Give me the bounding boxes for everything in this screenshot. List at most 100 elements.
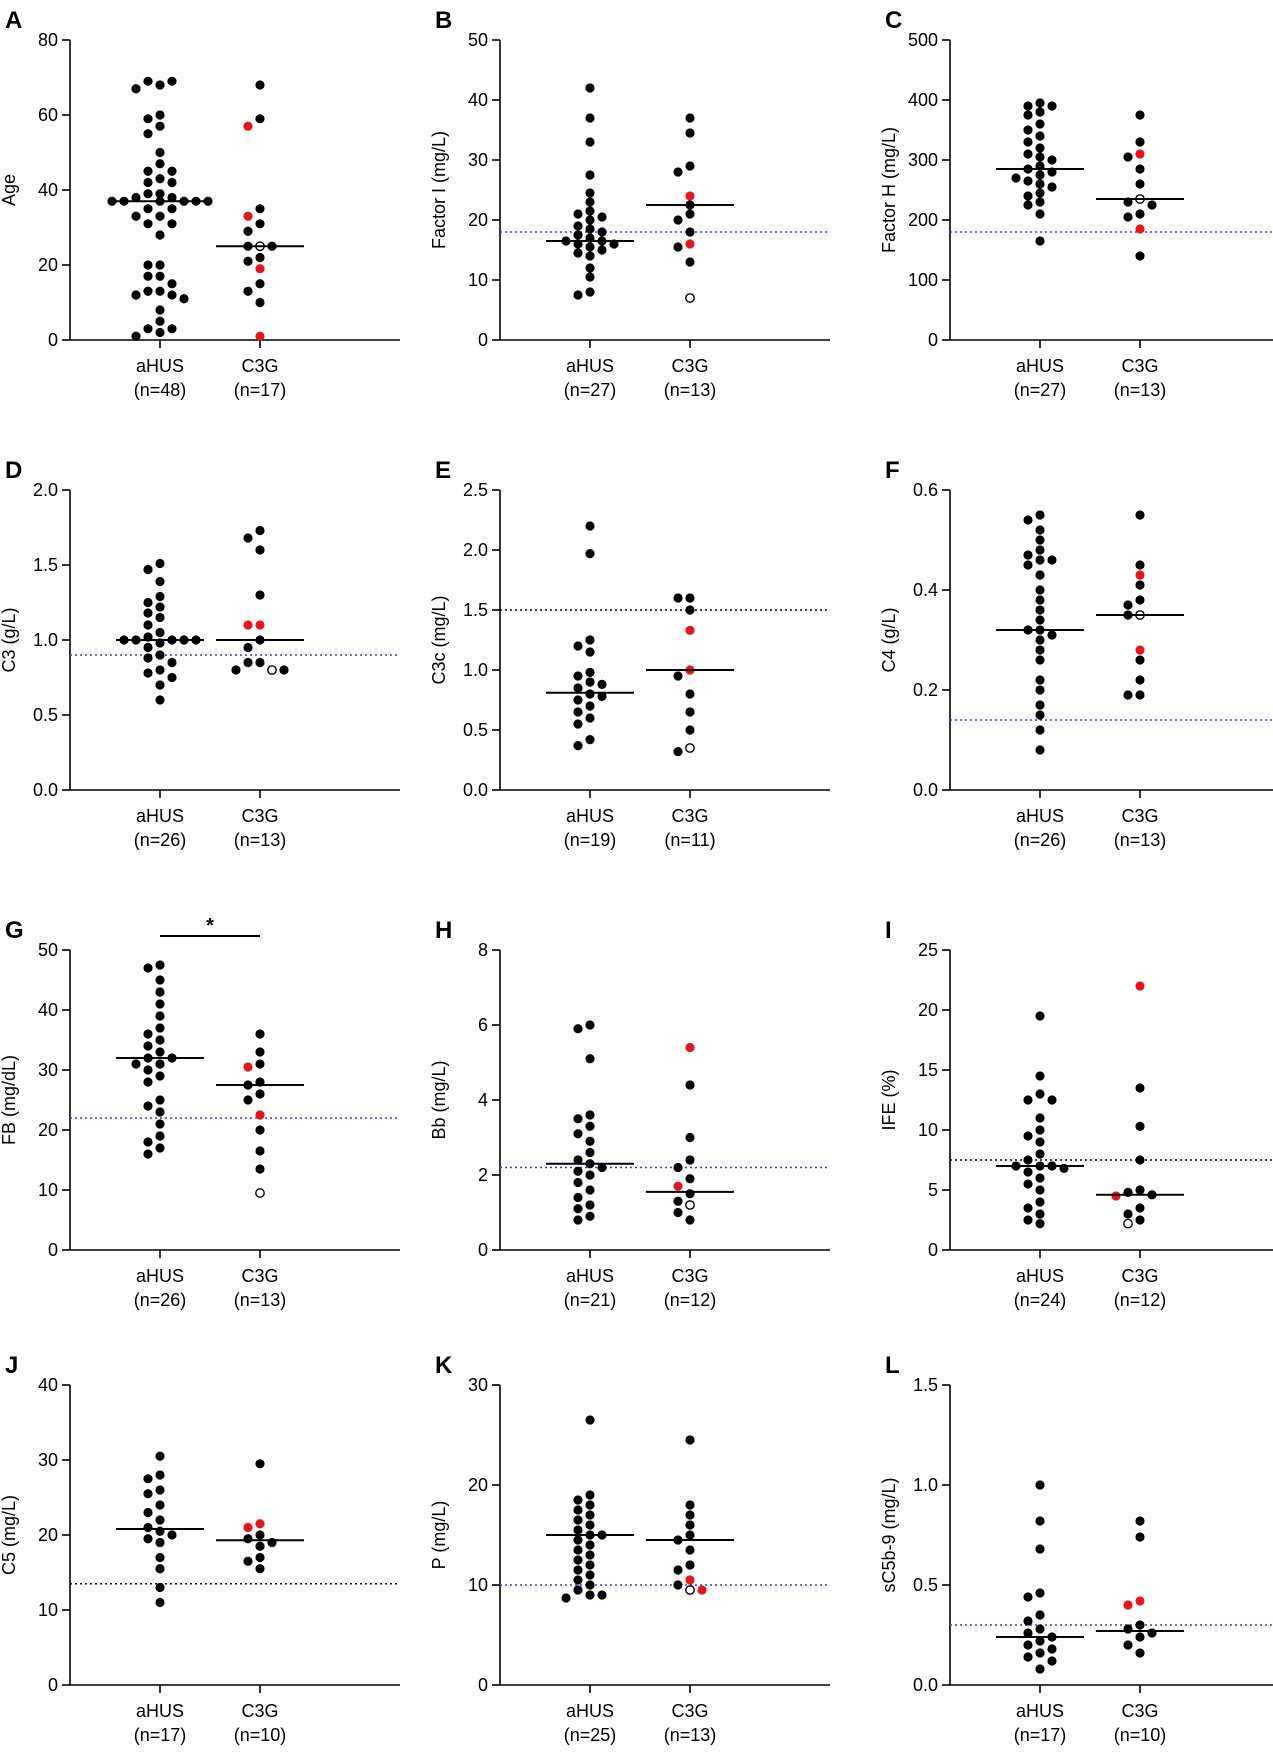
y-axis-title: Factor I (mg/L) <box>429 131 449 249</box>
y-tick-label: 60 <box>38 105 58 125</box>
data-point <box>685 1155 695 1165</box>
category-count: (n=48) <box>134 380 187 400</box>
category-count: (n=12) <box>664 1290 717 1310</box>
category-label: aHUS <box>136 356 184 376</box>
category-count: (n=17) <box>234 380 287 400</box>
category-count: (n=13) <box>1114 380 1167 400</box>
y-tick-label: 0 <box>928 330 938 350</box>
data-point <box>585 1211 595 1221</box>
data-point <box>1023 1640 1033 1650</box>
data-point <box>573 695 583 705</box>
data-point <box>155 1143 165 1153</box>
data-point <box>585 689 595 699</box>
data-point <box>1035 635 1045 645</box>
data-point <box>1135 510 1145 520</box>
data-point <box>685 113 695 123</box>
data-point <box>1035 170 1045 180</box>
data-point <box>1135 595 1145 605</box>
panel-g: G 0 10 20 30 40 50 FB (mg/dL) aHUS (n=26) C3G (n=13… <box>0 915 400 1310</box>
data-point-highlight <box>255 264 265 274</box>
category-label: aHUS <box>1016 806 1064 826</box>
data-point <box>585 1560 595 1570</box>
data-point <box>685 1435 695 1445</box>
data-point <box>155 1500 165 1510</box>
category-count: (n=10) <box>1114 1725 1167 1745</box>
data-point <box>573 209 583 219</box>
data-point <box>131 84 141 94</box>
data-point <box>585 197 595 207</box>
category-label: C3G <box>241 1701 278 1721</box>
data-point <box>155 316 165 326</box>
y-axis-title: IFE (%) <box>879 1070 899 1131</box>
data-point-highlight <box>685 191 695 201</box>
data-point <box>1135 560 1145 570</box>
data-point <box>167 177 177 188</box>
y-axis-title: P (mg/L) <box>429 1501 449 1570</box>
data-point <box>1011 173 1021 183</box>
y-tick-label: 400 <box>908 90 938 110</box>
data-point <box>155 1047 165 1057</box>
data-point <box>1035 535 1045 545</box>
y-tick-label: 0.2 <box>913 680 938 700</box>
data-point-highlight <box>1135 570 1145 580</box>
data-point <box>155 650 165 660</box>
data-point <box>167 166 177 176</box>
data-point <box>585 170 595 180</box>
y-tick-label: 0.4 <box>913 580 938 600</box>
panel-h: H 0 2 4 6 8 Bb (mg/L) aHUS (n=21) C3G (n=12) <box>429 917 830 1310</box>
data-point <box>143 608 153 618</box>
data-point <box>143 324 153 334</box>
data-point <box>255 1089 265 1099</box>
data-point <box>179 294 189 304</box>
category-label: aHUS <box>136 1266 184 1286</box>
data-point <box>1023 176 1033 186</box>
data-point <box>585 206 595 216</box>
data-point <box>1035 675 1045 685</box>
data-point <box>255 219 265 229</box>
data-point <box>597 1162 607 1173</box>
y-tick-label: 0.0 <box>913 1675 938 1695</box>
data-point <box>573 1525 583 1535</box>
data-point <box>143 620 153 630</box>
y-tick-label: 2.0 <box>33 480 58 500</box>
y-tick-label: 20 <box>468 210 488 230</box>
data-point <box>143 189 153 199</box>
significance-label: * <box>206 915 214 937</box>
data-point <box>155 80 165 90</box>
data-point <box>143 668 153 678</box>
data-point <box>1035 645 1045 655</box>
data-point <box>1035 1209 1045 1219</box>
data-point <box>155 999 165 1009</box>
data-point-open <box>267 665 277 675</box>
data-point <box>685 1500 695 1510</box>
data-point <box>143 129 153 139</box>
data-point <box>155 1597 165 1608</box>
data-point <box>155 558 165 569</box>
data-point <box>1023 1167 1033 1177</box>
data-point <box>1123 1624 1133 1634</box>
data-point <box>255 279 265 289</box>
category-label: aHUS <box>566 806 614 826</box>
data-point <box>143 166 153 176</box>
data-point <box>673 1580 683 1590</box>
data-point <box>1035 236 1045 246</box>
data-point-open <box>1123 1218 1133 1229</box>
data-point <box>1047 155 1057 165</box>
data-point <box>255 204 265 214</box>
data-point <box>585 113 595 123</box>
panel-e: E 0.0 0.5 1.0 1.5 2.0 2.5 C3c (mg/L) aHUS (n=19) C… <box>429 457 830 850</box>
y-tick-label: 1.0 <box>33 630 58 650</box>
data-point <box>1035 570 1045 580</box>
data-point <box>561 1593 571 1603</box>
data-point <box>573 741 583 751</box>
data-point <box>573 719 583 729</box>
data-point <box>255 1552 265 1563</box>
data-point <box>167 657 177 668</box>
data-point <box>1035 1624 1045 1634</box>
data-point <box>1123 1209 1133 1219</box>
data-point <box>1035 1516 1045 1526</box>
y-tick-label: 8 <box>478 940 488 960</box>
data-point <box>143 114 153 124</box>
data-point <box>1123 212 1133 222</box>
y-tick-label: 20 <box>468 1475 488 1495</box>
